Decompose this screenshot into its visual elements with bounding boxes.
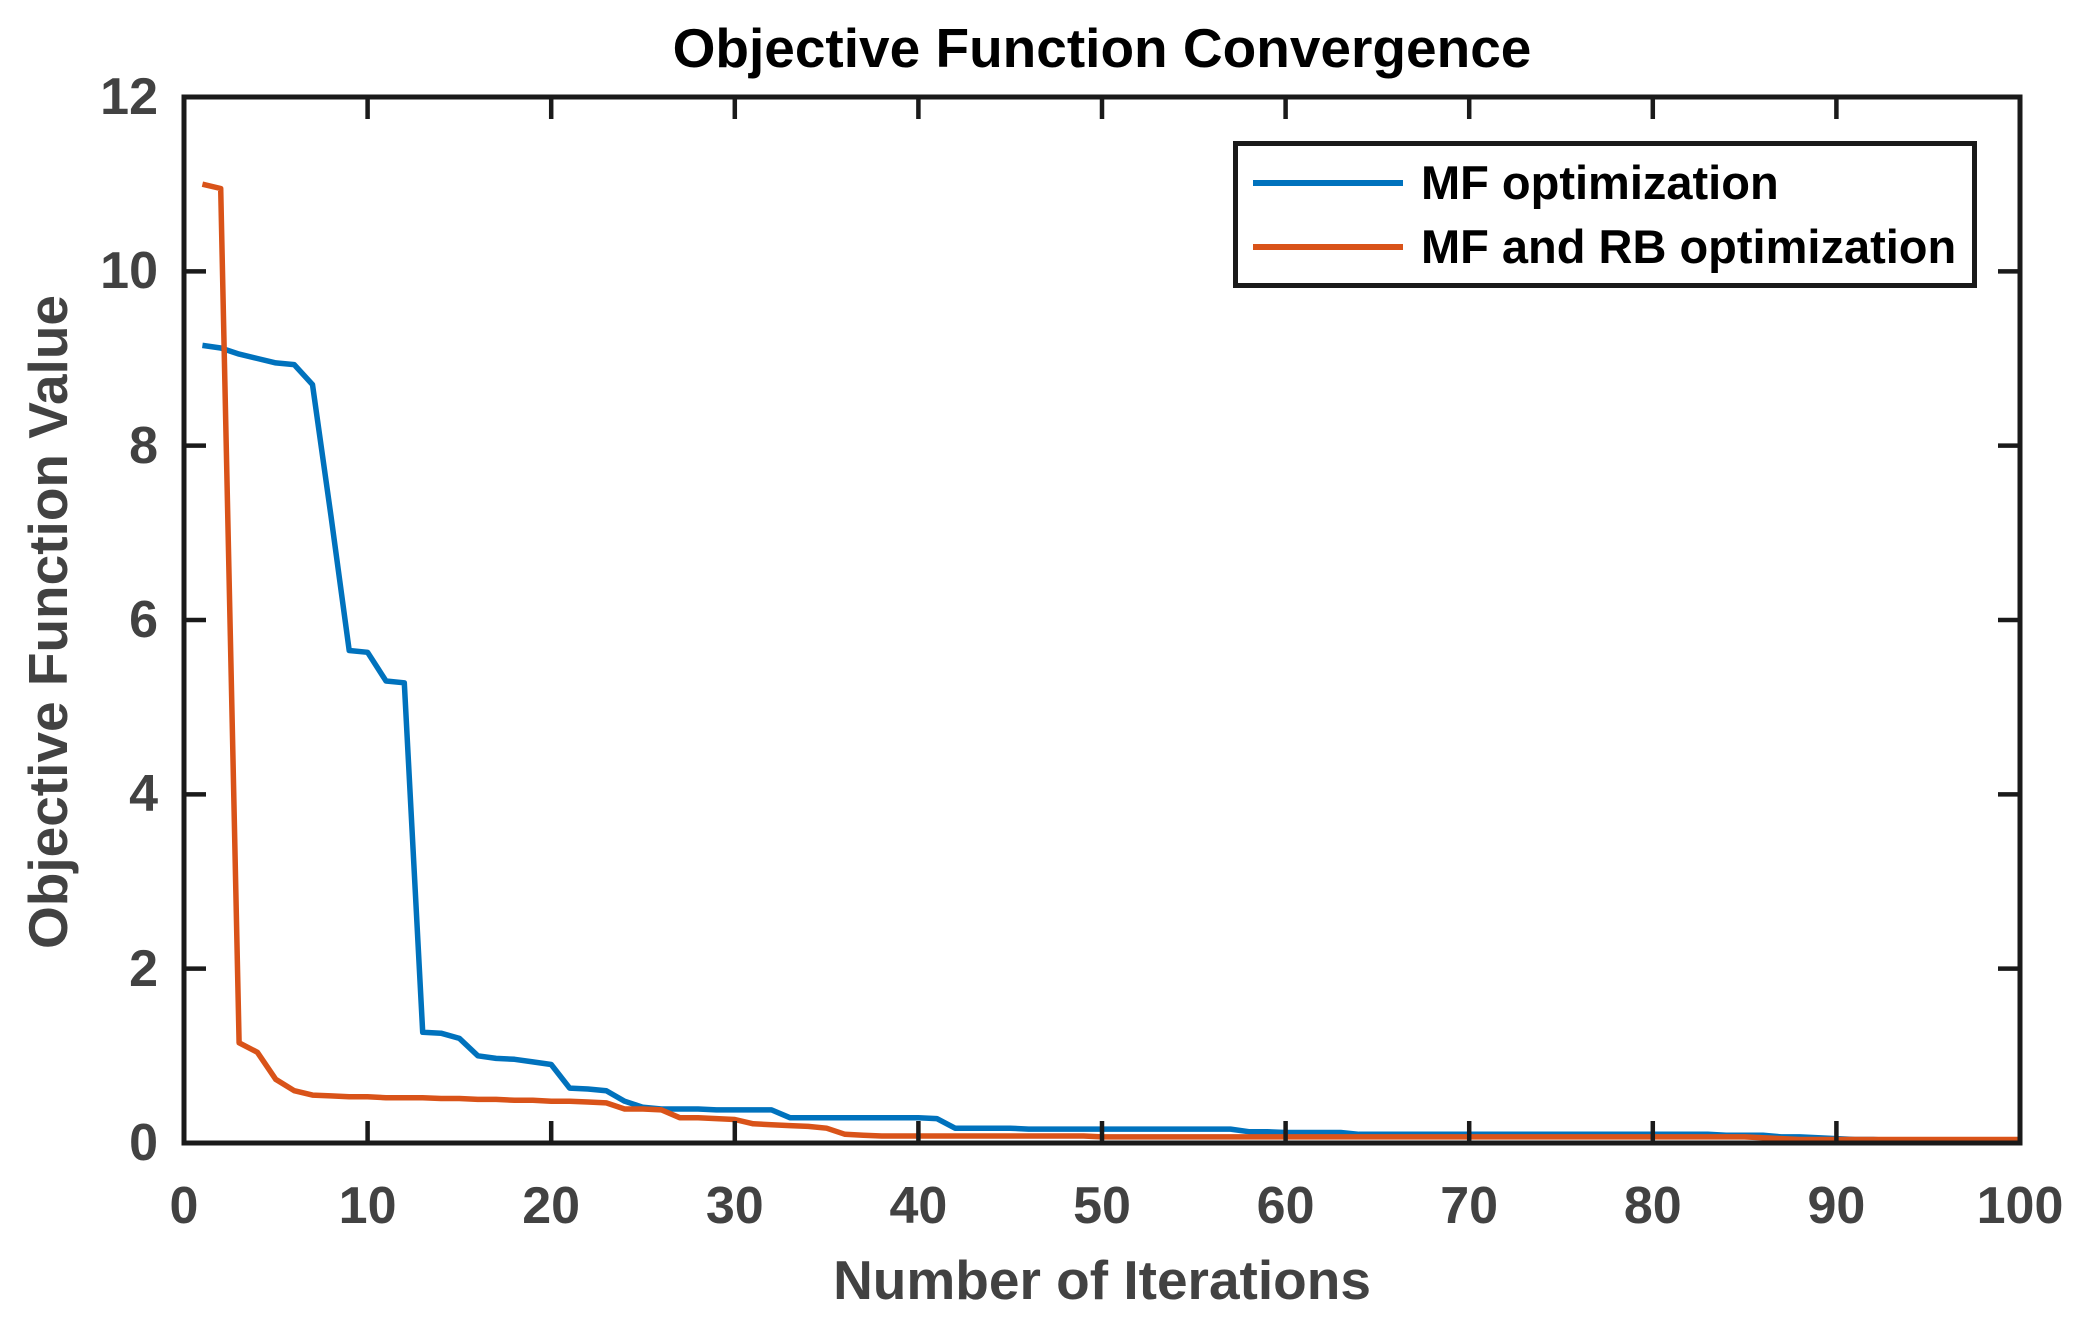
legend-line-mf-rb-icon: [1253, 243, 1403, 250]
x-tick-label: 60: [1256, 1177, 1315, 1235]
series-line-mf-and-rb-optimization: [201, 181, 2020, 1143]
y-tick-label: 8: [129, 416, 158, 475]
legend-item: MF and RB optimization: [1253, 215, 1972, 279]
x-tick-label: 30: [705, 1177, 764, 1235]
y-tick-label: 12: [100, 68, 158, 126]
x-tick-label: 80: [1623, 1177, 1682, 1235]
legend: MF optimization MF and RB optimization: [1233, 141, 1977, 288]
x-tick-label: 10: [338, 1177, 397, 1235]
y-tick-label: 6: [129, 591, 158, 649]
series-line-mf-optimization: [202, 342, 2020, 1145]
legend-item: MF optimization: [1253, 151, 1972, 215]
y-tick-label: 4: [129, 765, 158, 824]
x-tick-label: 90: [1807, 1177, 1866, 1235]
legend-line-mf-icon: [1253, 179, 1403, 186]
chart-title: Objective Function Convergence: [672, 17, 1532, 79]
x-axis-label: Number of Iterations: [833, 1249, 1371, 1311]
x-tick-label: 70: [1440, 1177, 1499, 1235]
legend-label: MF and RB optimization: [1421, 219, 1957, 273]
legend-label: MF optimization: [1421, 155, 1779, 209]
y-tick-label: 0: [129, 1114, 158, 1172]
x-tick-label: 50: [1073, 1177, 1131, 1235]
y-tick-label: 10: [100, 242, 158, 301]
x-tick-label: 100: [1976, 1177, 2064, 1235]
y-tick-label: 2: [129, 939, 158, 998]
x-tick-label: 20: [522, 1177, 581, 1235]
x-tick-label: 40: [889, 1177, 948, 1235]
x-tick-label: 0: [169, 1177, 199, 1235]
